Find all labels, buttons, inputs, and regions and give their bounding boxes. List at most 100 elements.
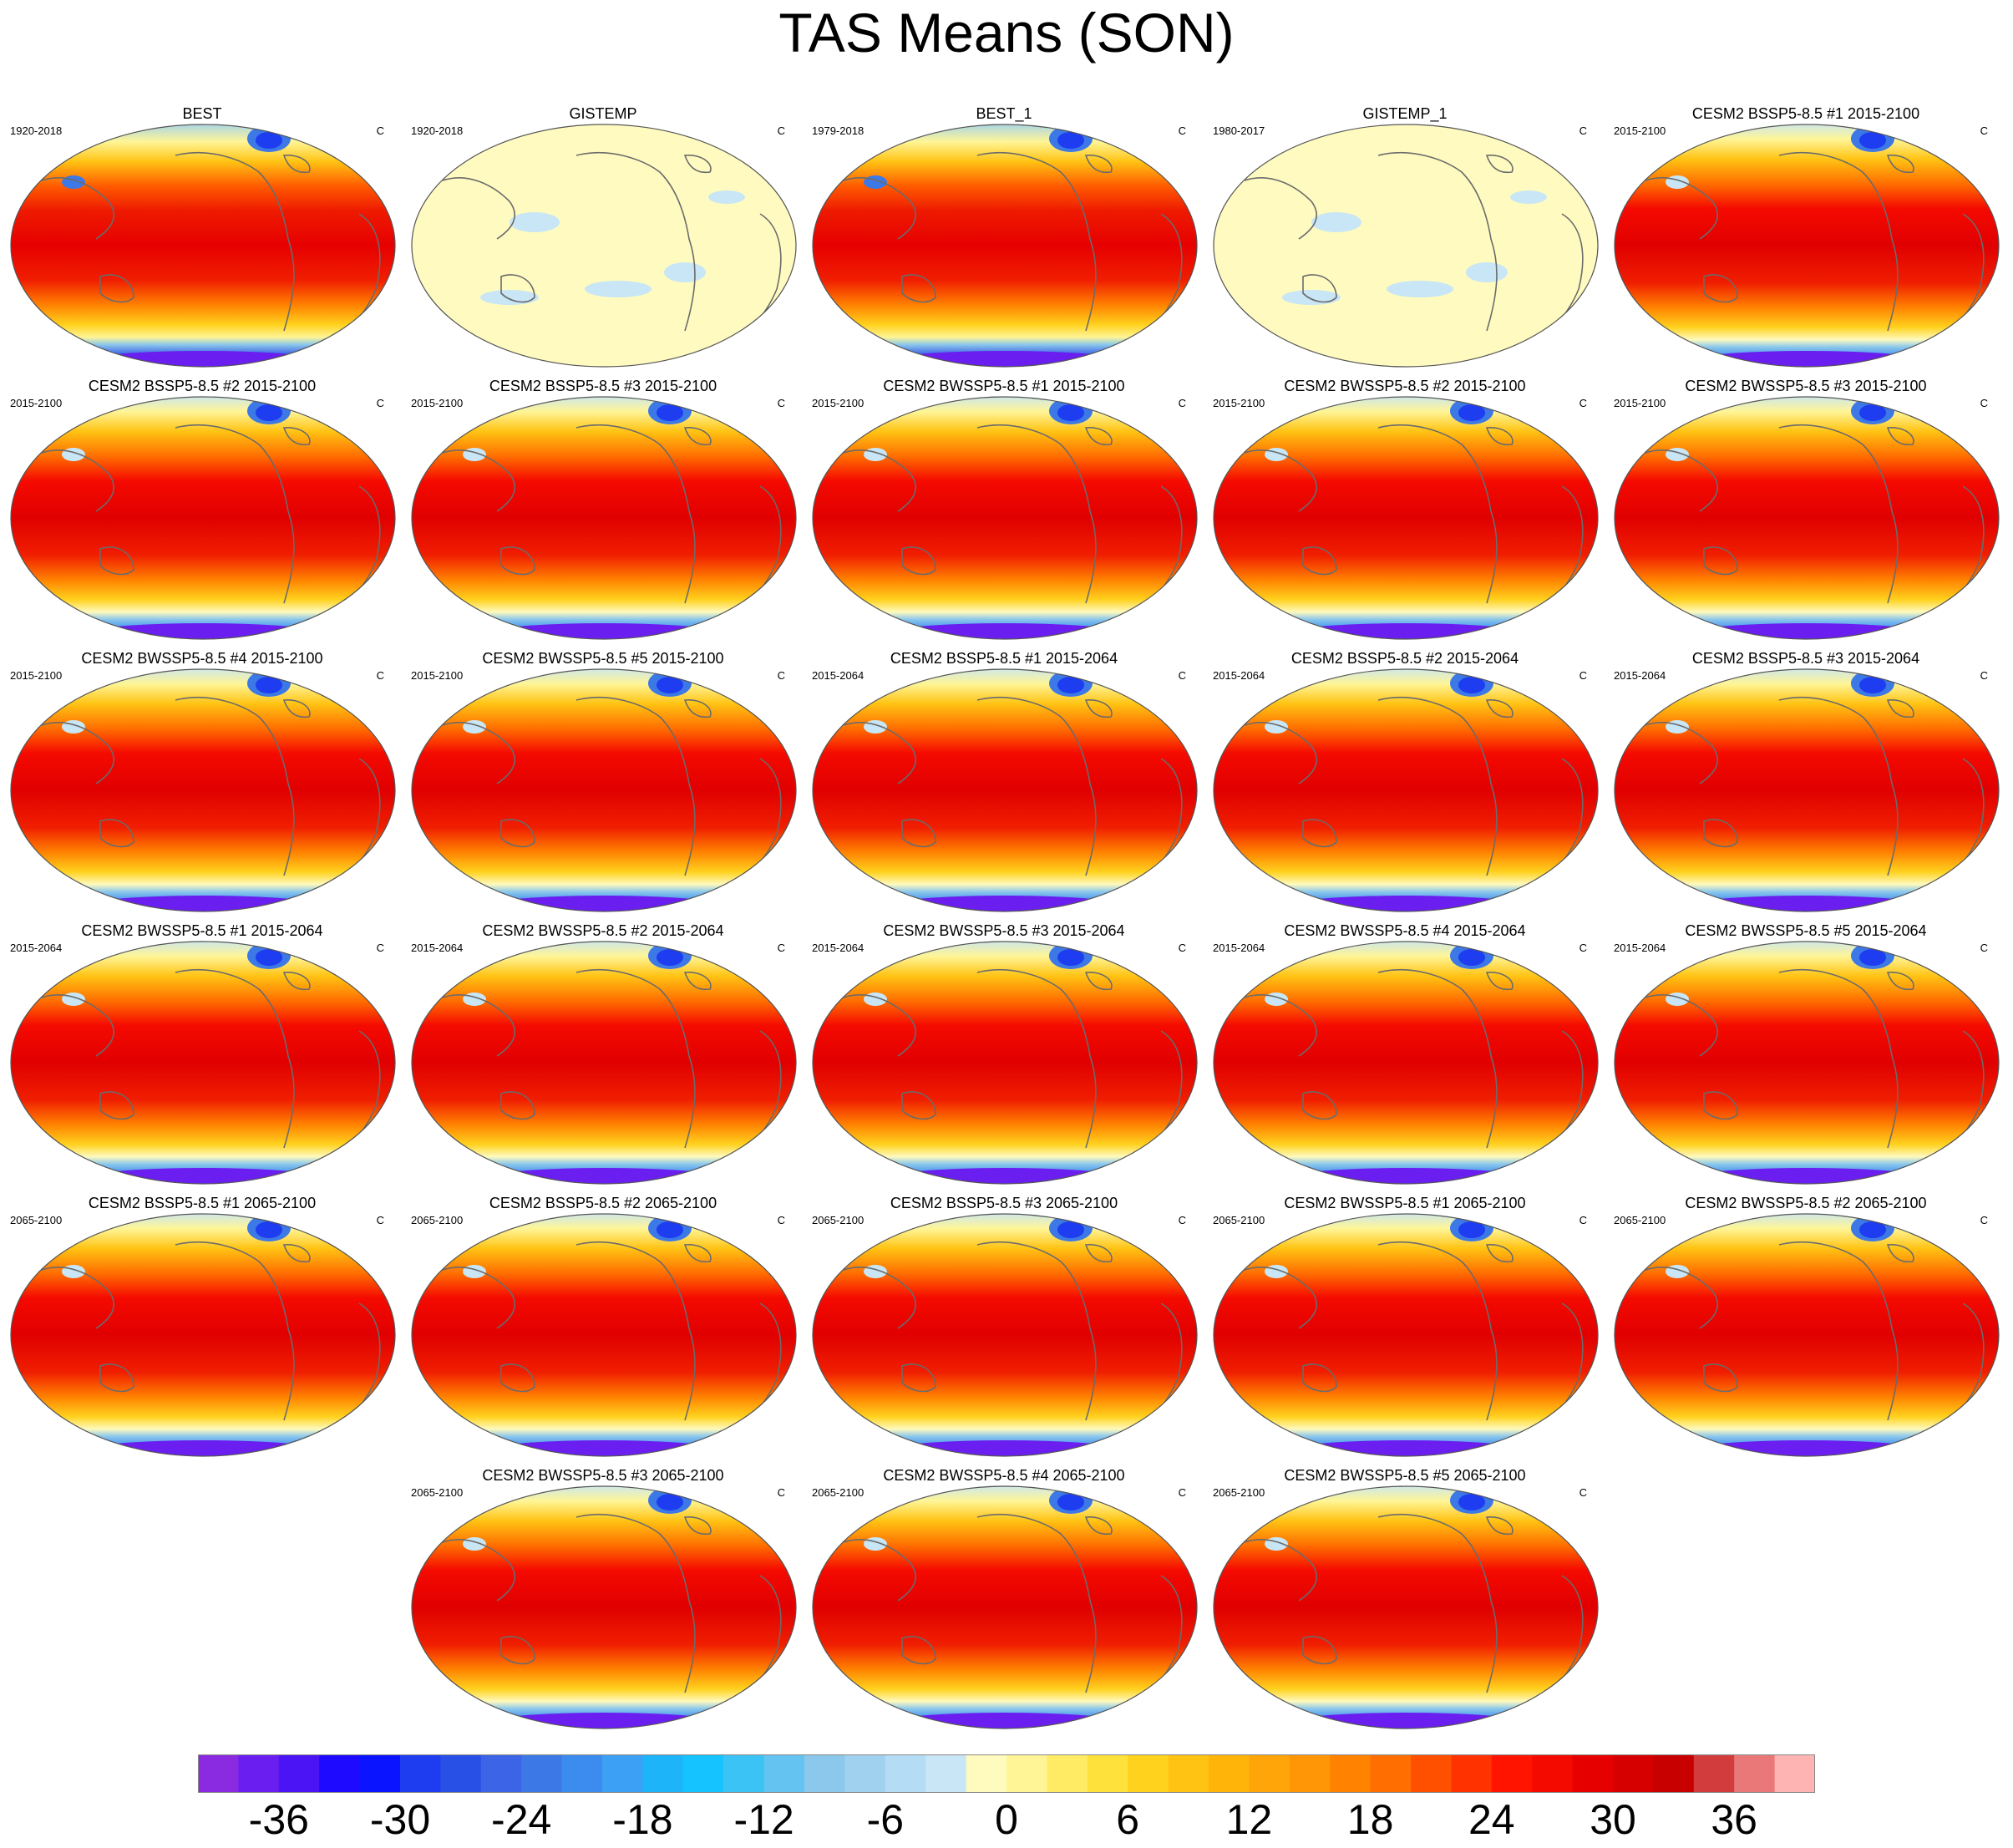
panel-units: C xyxy=(1980,669,1988,682)
panel-units: C xyxy=(1178,942,1186,954)
panel-units: C xyxy=(1178,124,1186,137)
colorbar-swatch xyxy=(885,1754,926,1793)
map-panel: CESM2 BWSSP5-8.5 #3 2015-2064 2015-2064 C xyxy=(804,922,1204,1190)
panel-units: C xyxy=(1980,397,1988,409)
colorbar-swatch xyxy=(319,1754,361,1793)
map-image xyxy=(10,668,396,912)
map-panel: CESM2 BSSP5-8.5 #1 2015-2100 2015-2100 C xyxy=(1605,105,2006,373)
panel-units: C xyxy=(376,669,384,682)
colorbar-swatch xyxy=(804,1754,845,1793)
panel-period: 2015-2064 xyxy=(812,669,865,682)
panel-title: BEST_1 xyxy=(976,105,1032,122)
map-image xyxy=(812,396,1198,640)
colorbar-swatch xyxy=(1774,1754,1815,1793)
colorbar-swatch xyxy=(238,1754,280,1793)
panel-period: 2015-2064 xyxy=(1614,669,1666,682)
map-panel: CESM2 BSSP5-8.5 #1 2065-2100 2065-2100 C xyxy=(2,1195,403,1462)
map-panel: CESM2 BSSP5-8.5 #2 2015-2064 2015-2064 C xyxy=(1204,650,1605,917)
map-panel: CESM2 BWSSP5-8.5 #1 2015-2064 2015-2064 C xyxy=(2,922,403,1190)
panel-period: 2065-2100 xyxy=(1614,1214,1666,1226)
panel-title: CESM2 BSSP5-8.5 #2 2065-2100 xyxy=(489,1195,717,1211)
panel-title: GISTEMP_1 xyxy=(1362,105,1448,122)
map-image xyxy=(1614,668,2000,912)
panel-units: C xyxy=(1579,942,1587,954)
panel-units: C xyxy=(376,942,384,954)
panel-units: C xyxy=(1980,942,1988,954)
panel-title: CESM2 BWSSP5-8.5 #3 2015-2064 xyxy=(883,922,1125,939)
panel-period: 2065-2100 xyxy=(411,1214,464,1226)
panel-title: CESM2 BSSP5-8.5 #3 2015-2100 xyxy=(489,378,717,394)
panel-title: CESM2 BWSSP5-8.5 #1 2065-2100 xyxy=(1284,1195,1526,1211)
panel-title: CESM2 BWSSP5-8.5 #2 2065-2100 xyxy=(1685,1195,1927,1211)
colorbar-swatch xyxy=(1491,1754,1533,1793)
colorbar-swatch xyxy=(1572,1754,1614,1793)
colorbar-tick-label: -24 xyxy=(491,1796,552,1843)
map-panel: CESM2 BWSSP5-8.5 #3 2065-2100 2065-2100 C xyxy=(403,1467,804,1734)
panel-title: CESM2 BWSSP5-8.5 #2 2015-2100 xyxy=(1284,378,1526,394)
panel-period: 2065-2100 xyxy=(812,1486,865,1499)
panel-title: CESM2 BWSSP5-8.5 #3 2065-2100 xyxy=(482,1467,724,1484)
colorbar-swatch xyxy=(1209,1754,1250,1793)
map-image xyxy=(411,668,797,912)
panel-period: 2015-2100 xyxy=(10,397,63,409)
map-image xyxy=(411,1485,797,1729)
panel-title: CESM2 BSSP5-8.5 #2 2015-2100 xyxy=(88,378,317,394)
map-image xyxy=(1213,124,1599,368)
map-image xyxy=(1213,1485,1599,1729)
map-panel: CESM2 BWSSP5-8.5 #5 2065-2100 2065-2100 C xyxy=(1204,1467,1605,1734)
colorbar-swatch xyxy=(966,1754,1007,1793)
map-image xyxy=(10,941,396,1185)
map-panel: CESM2 BWSSP5-8.5 #4 2015-2100 2015-2100 C xyxy=(2,650,403,917)
panel-period: 2015-2100 xyxy=(10,669,63,682)
panel-units: C xyxy=(1178,1214,1186,1226)
colorbar-swatch xyxy=(1249,1754,1290,1793)
map-panel: CESM2 BSSP5-8.5 #3 2015-2064 2015-2064 C xyxy=(1605,650,2006,917)
panel-title: CESM2 BWSSP5-8.5 #4 2015-2100 xyxy=(81,650,323,667)
colorbar-labels: -36 -30 -24 -18 -12 -6 0 6 12 18 24 30 36 xyxy=(0,1798,2013,1848)
map-panel: CESM2 BWSSP5-8.5 #5 2015-2064 2015-2064 C xyxy=(1605,922,2006,1190)
panel-units: C xyxy=(376,1214,384,1226)
map-panel: BEST_1 1979-2018 C xyxy=(804,105,1204,373)
panel-units: C xyxy=(1980,1214,1988,1226)
colorbar-tick-label: -30 xyxy=(369,1796,431,1843)
map-panel: CESM2 BWSSP5-8.5 #1 2015-2100 2015-2100 C xyxy=(804,378,1204,645)
panel-period: 2065-2100 xyxy=(1213,1486,1265,1499)
map-image xyxy=(10,124,396,368)
panel-title: CESM2 BWSSP5-8.5 #3 2015-2100 xyxy=(1685,378,1927,394)
panel-units: C xyxy=(777,1486,785,1499)
panel-title: CESM2 BWSSP5-8.5 #5 2065-2100 xyxy=(1284,1467,1526,1484)
panel-period: 2015-2064 xyxy=(411,942,464,954)
map-image xyxy=(411,941,797,1185)
map-panel: CESM2 BWSSP5-8.5 #1 2065-2100 2065-2100 C xyxy=(1204,1195,1605,1462)
panel-title: GISTEMP xyxy=(569,105,637,122)
panel-period: 2015-2100 xyxy=(1614,124,1666,137)
panel-units: C xyxy=(1579,397,1587,409)
colorbar-swatch xyxy=(1289,1754,1331,1793)
panel-title: CESM2 BWSSP5-8.5 #4 2015-2064 xyxy=(1284,922,1526,939)
panel-period: 2015-2064 xyxy=(1213,942,1265,954)
panel-period: 2015-2064 xyxy=(1213,669,1265,682)
colorbar-swatch xyxy=(1128,1754,1169,1793)
map-image xyxy=(1213,396,1599,640)
map-image xyxy=(1213,668,1599,912)
map-image xyxy=(1213,941,1599,1185)
map-panel: CESM2 BWSSP5-8.5 #4 2015-2064 2015-2064 C xyxy=(1204,922,1605,1190)
panel-units: C xyxy=(376,397,384,409)
map-panel: CESM2 BSSP5-8.5 #3 2015-2100 2015-2100 C xyxy=(403,378,804,645)
colorbar-tick-label: -18 xyxy=(612,1796,673,1843)
colorbar-tick-label: 18 xyxy=(1346,1796,1394,1843)
map-image xyxy=(1614,941,2000,1185)
map-image xyxy=(411,124,797,368)
colorbar-swatch xyxy=(1613,1754,1654,1793)
colorbar-swatch xyxy=(359,1754,401,1793)
map-image xyxy=(411,396,797,640)
panel-units: C xyxy=(1178,1486,1186,1499)
colorbar-swatch xyxy=(682,1754,724,1793)
panel-title: CESM2 BSSP5-8.5 #3 2065-2100 xyxy=(890,1195,1118,1211)
colorbar-swatch xyxy=(1411,1754,1452,1793)
colorbar xyxy=(198,1754,1815,1793)
map-image xyxy=(812,668,1198,912)
panel-title: CESM2 BWSSP5-8.5 #5 2015-2064 xyxy=(1685,922,1927,939)
panel-units: C xyxy=(777,397,785,409)
panel-period: 2015-2100 xyxy=(411,397,464,409)
